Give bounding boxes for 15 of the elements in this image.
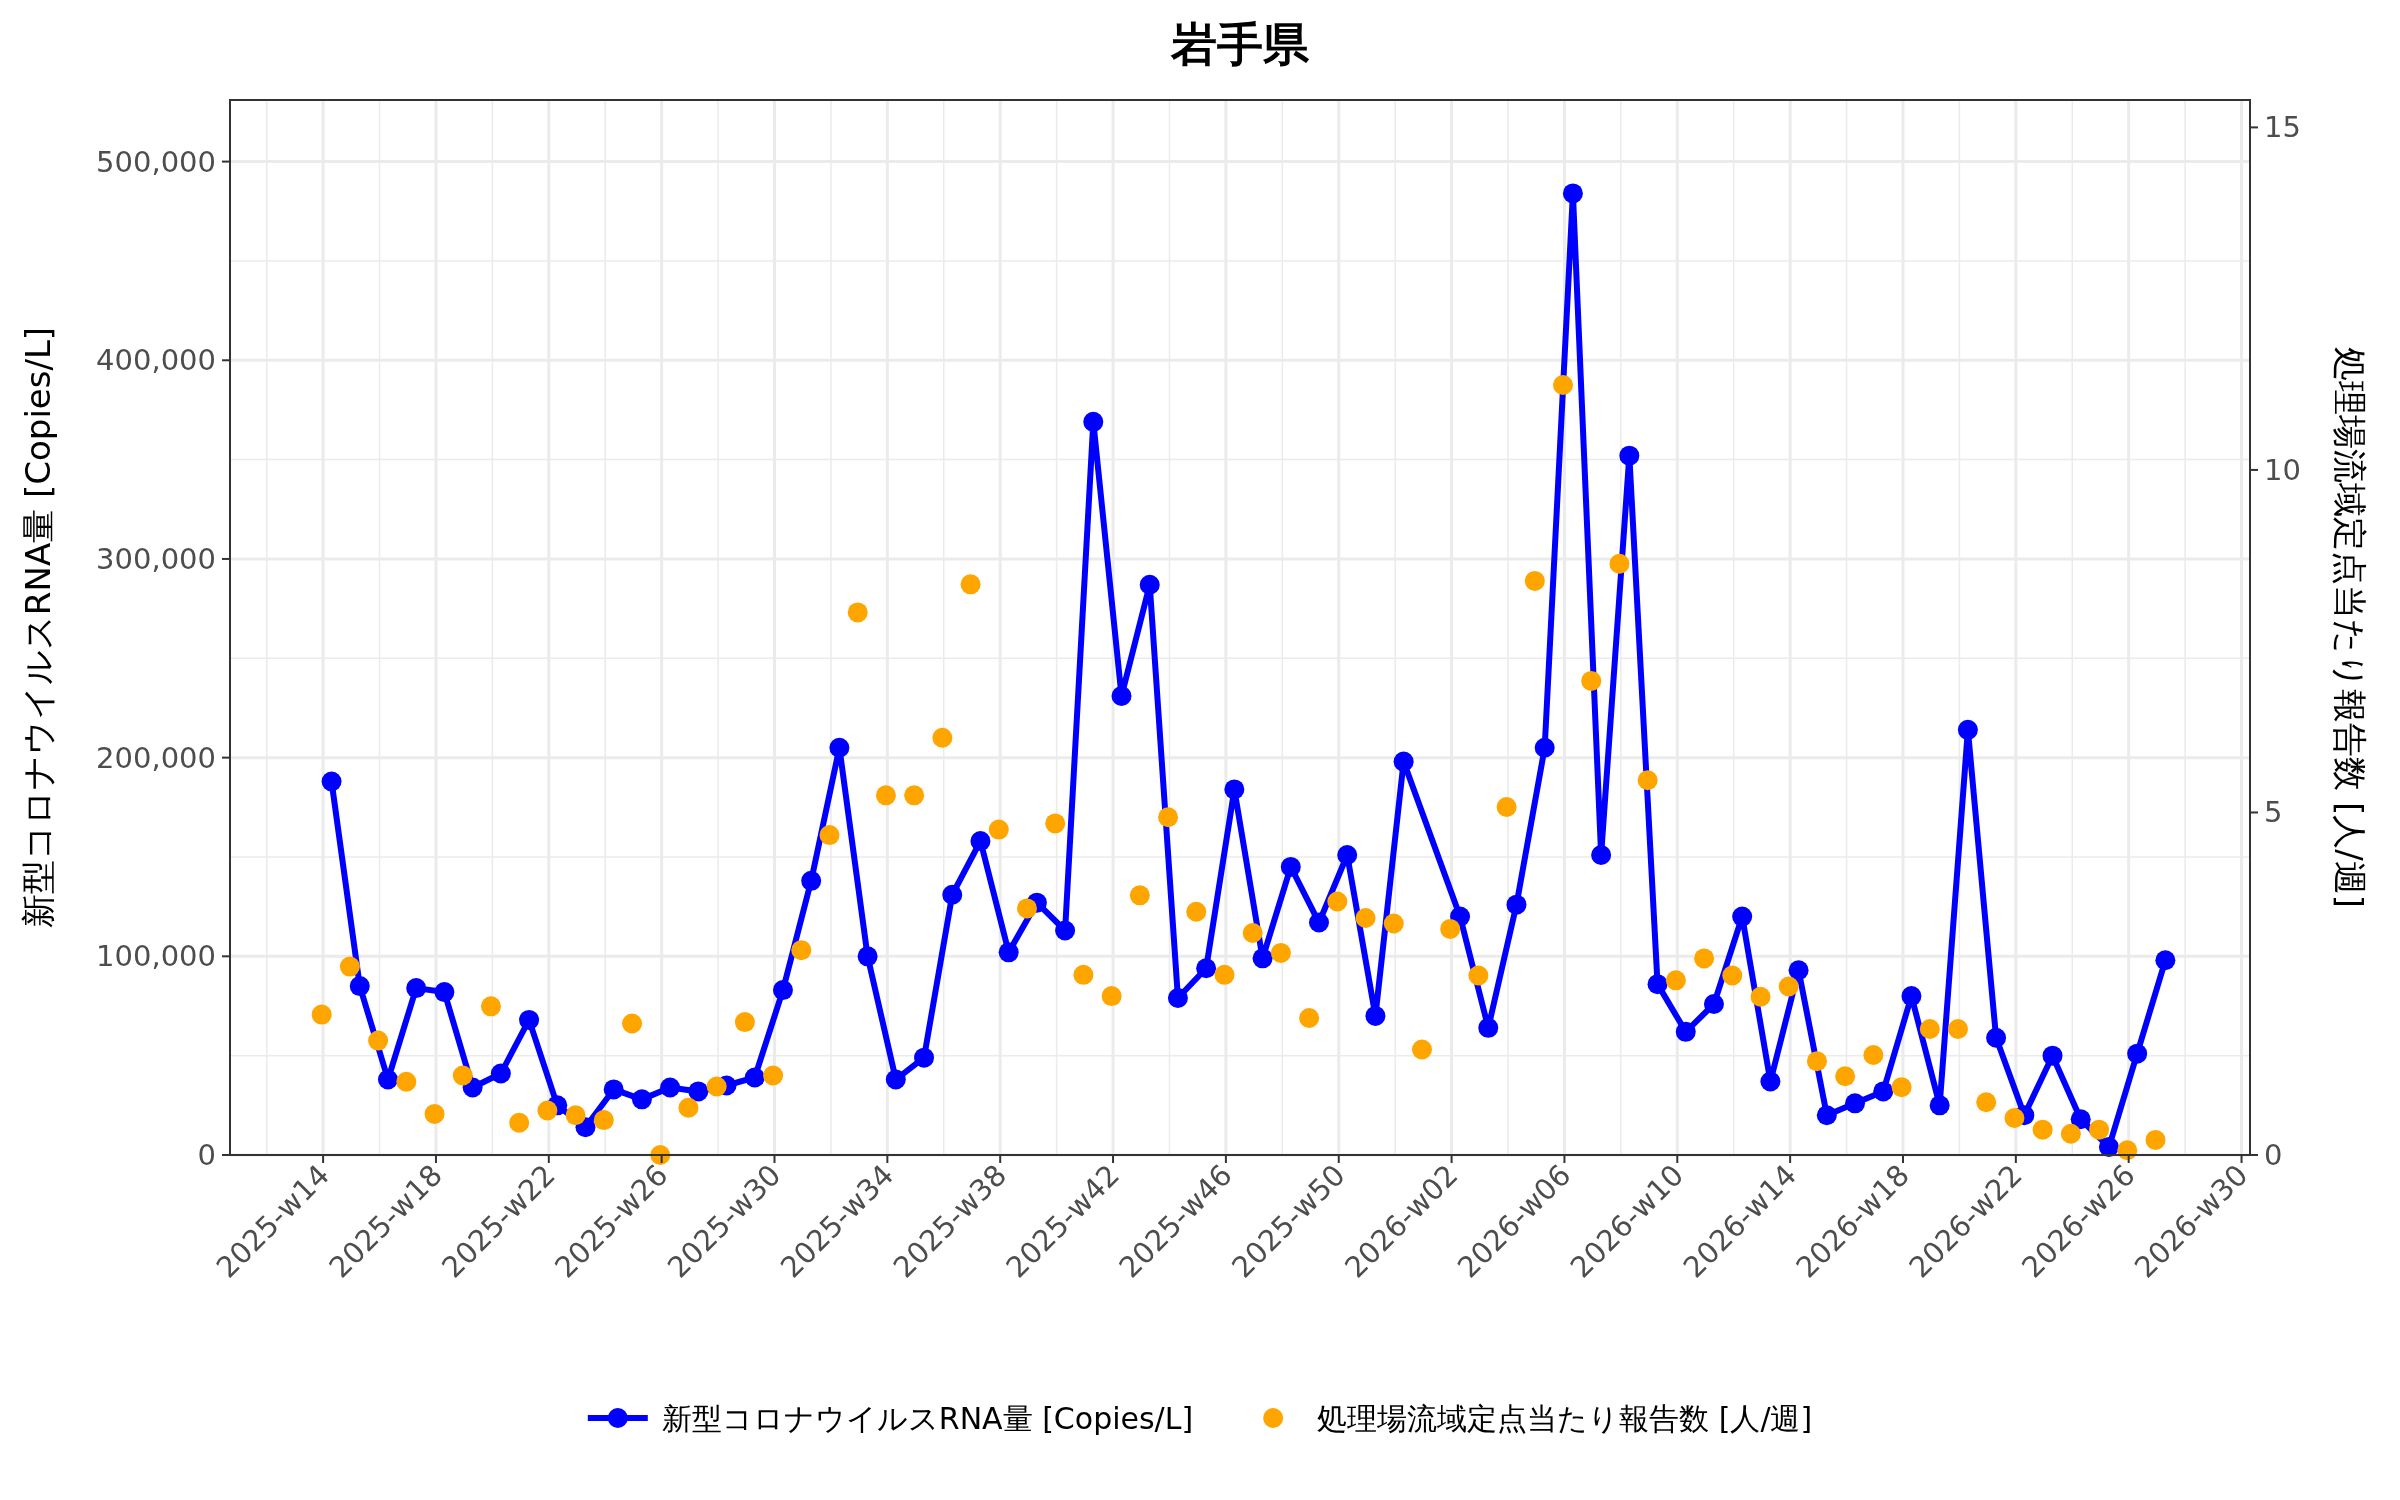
y2-tick-label: 15 — [2264, 110, 2301, 145]
y-tick-label: 300,000 — [96, 541, 216, 576]
y-tick-label: 500,000 — [96, 144, 216, 179]
y2-axis-title: 処理場流域定点当たり報告数 [人/週] — [2330, 347, 2370, 908]
y2-tick-label: 0 — [2264, 1138, 2283, 1172]
y-tick-label: 400,000 — [96, 343, 216, 378]
legend-label: 処理場流域定点当たり報告数 [人/週] — [1317, 1401, 1813, 1436]
y-tick-label: 100,000 — [96, 939, 216, 974]
y-tick-label: 0 — [197, 1138, 216, 1172]
y2-tick-label: 5 — [2264, 795, 2283, 830]
y2-tick-label: 10 — [2264, 452, 2301, 487]
chart-title: 岩手県 — [1170, 17, 1310, 71]
legend-label: 新型コロナウイルスRNA量 [Copies/L] — [661, 1401, 1194, 1436]
y-tick-label: 200,000 — [96, 740, 216, 775]
y-axis-title: 新型コロナウイルスRNA量 [Copies/L] — [18, 326, 58, 929]
